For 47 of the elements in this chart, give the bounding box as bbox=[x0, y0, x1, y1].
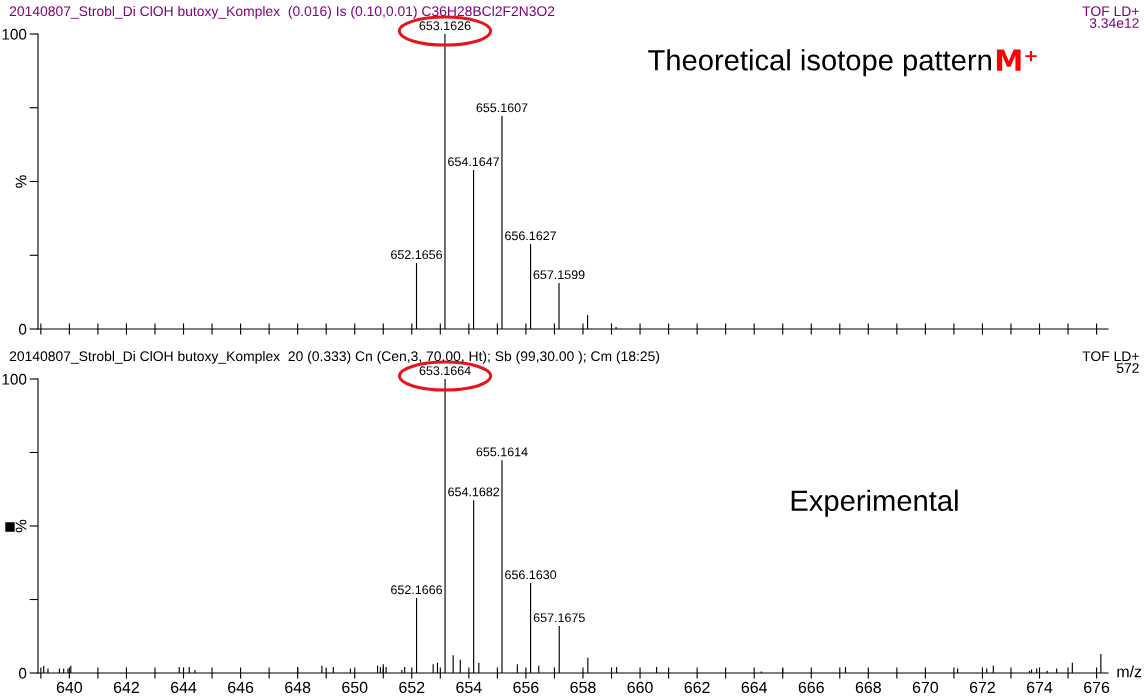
y-axis-title: % bbox=[15, 519, 27, 533]
x-tick-label: 676 bbox=[1084, 681, 1110, 694]
annotation: 654.1647 bbox=[448, 157, 499, 167]
x-tick-label: 660 bbox=[627, 681, 653, 694]
x-tick-label: 648 bbox=[285, 681, 311, 694]
annotation: 656.1630 bbox=[505, 570, 557, 580]
x-tick-label: 646 bbox=[228, 681, 254, 694]
text: 20140807_Strobl_Di ClOH butoxy_Komplex (0.016) Is (0.10,0.01) C36H28BCl2F2N3O2 bbox=[9, 5, 555, 19]
x-tick-label: 654 bbox=[456, 681, 482, 694]
y-tick-label: 100 bbox=[2, 28, 27, 40]
annotation: Experimental bbox=[791, 489, 958, 517]
text: TOF LD+ bbox=[1082, 6, 1139, 17]
annotation: 652.1666 bbox=[391, 585, 443, 595]
x-tick-label: 664 bbox=[741, 681, 768, 694]
text: 3.34e12 bbox=[1089, 18, 1139, 28]
x-tick-label: 662 bbox=[684, 681, 710, 694]
x-tick-label: 656 bbox=[513, 681, 539, 694]
text: 572 bbox=[1116, 363, 1139, 373]
annotation: 653.1664 bbox=[419, 366, 471, 376]
text: TOF LD+ bbox=[1082, 351, 1139, 362]
text: 20140807_Strobl_Di ClOH butoxy_Komplex 20 (0.333) Cn (Cen,3, 70.00, Ht); Sb (99,30.00 ); Cm (18:25) bbox=[9, 350, 660, 364]
x-tick-label: 666 bbox=[798, 681, 824, 694]
x-tick-label: 674 bbox=[1027, 681, 1053, 694]
x-tick-label: 650 bbox=[342, 681, 368, 694]
x-tick-label: 670 bbox=[912, 681, 939, 694]
x-tick-label: 668 bbox=[855, 681, 881, 694]
x-axis-title: m/z bbox=[1117, 665, 1142, 678]
annotation: 657.1675 bbox=[533, 613, 585, 623]
annotation: 657.1599 bbox=[533, 270, 585, 280]
annotation: Theoretical isotope pattern bbox=[648, 49, 991, 77]
annotation: M⁺ bbox=[996, 49, 1037, 71]
annotation: 655.1614 bbox=[476, 447, 528, 457]
y-axis-title: % bbox=[15, 175, 27, 188]
x-tick-label: 640 bbox=[56, 681, 83, 694]
y-tick-label: 100 bbox=[2, 373, 27, 385]
annotation: 656.1627 bbox=[505, 231, 557, 241]
y-tick-label: 0 bbox=[18, 323, 27, 335]
x-tick-label: 642 bbox=[113, 681, 139, 694]
x-tick-label: 644 bbox=[171, 681, 197, 694]
annotation: 652.1656 bbox=[391, 250, 443, 260]
x-tick-label: 658 bbox=[570, 681, 596, 694]
y-tick-label: 0 bbox=[18, 667, 27, 679]
annotation: 653.1626 bbox=[419, 21, 471, 31]
annotation: 655.1607 bbox=[476, 103, 528, 113]
annotation: 654.1682 bbox=[448, 487, 500, 497]
x-tick-label: 652 bbox=[399, 681, 425, 694]
x-tick-label: 672 bbox=[969, 681, 995, 694]
